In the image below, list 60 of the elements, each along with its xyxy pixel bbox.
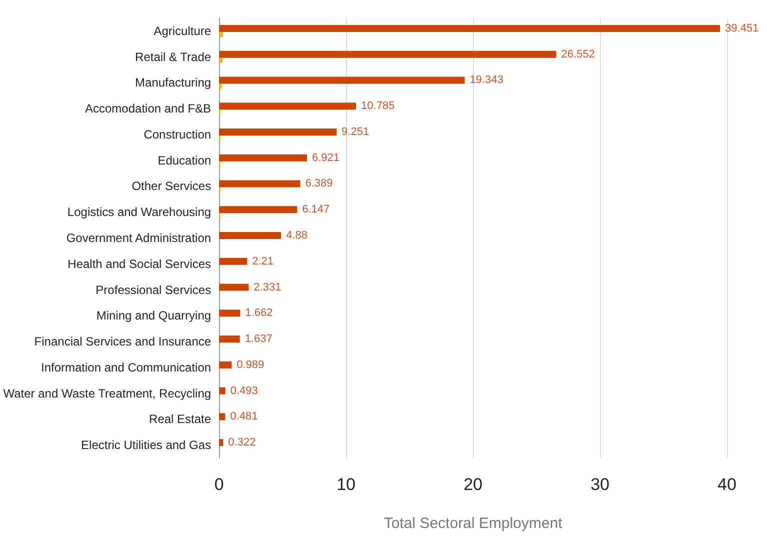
y-tick-label: Accomodation and F&B bbox=[84, 102, 212, 116]
data-label: 2.331 bbox=[254, 281, 282, 294]
bar bbox=[219, 284, 249, 291]
y-tick-label: Electric Utilities and Gas bbox=[81, 438, 212, 452]
bar bbox=[219, 258, 248, 265]
bar bbox=[219, 206, 298, 214]
bar bbox=[219, 336, 240, 343]
data-label: 39.451 bbox=[725, 22, 759, 34]
y-tick-label: Other Services bbox=[132, 179, 212, 194]
y-tick-label: Professional Services bbox=[96, 282, 212, 297]
data-label: 9.251 bbox=[342, 126, 370, 138]
bar bbox=[219, 128, 337, 136]
data-label: 4.88 bbox=[286, 230, 308, 242]
bar bbox=[219, 50, 556, 58]
data-label: 1.662 bbox=[245, 307, 273, 320]
x-tick-label: 10 bbox=[336, 475, 356, 494]
y-tick-label: Agriculture bbox=[154, 24, 212, 38]
bar bbox=[219, 32, 223, 37]
bar bbox=[219, 84, 222, 89]
y-tick-label: Manufacturing bbox=[135, 76, 212, 90]
y-tick-label: Government Administration bbox=[66, 231, 212, 245]
bar bbox=[219, 76, 465, 84]
data-label: 0.989 bbox=[236, 358, 264, 371]
y-tick-label: Retail & Trade bbox=[135, 50, 212, 64]
y-tick-label: Health and Social Services bbox=[68, 256, 212, 271]
y-tick-label: Real Estate bbox=[149, 412, 212, 426]
x-axis-title: Total Sectoral Employment bbox=[384, 515, 564, 532]
data-label: 1.637 bbox=[244, 333, 272, 346]
data-label: 10.785 bbox=[361, 100, 395, 112]
x-tick-label: 40 bbox=[718, 475, 736, 494]
data-label: 19.343 bbox=[470, 74, 504, 86]
y-tick-label: Water and Waste Treatment, Recycling bbox=[3, 386, 212, 400]
y-tick-label: Education bbox=[158, 153, 212, 168]
y-tick-label: Construction bbox=[144, 127, 212, 142]
y-tick-label: Logistics and Warehousing bbox=[67, 205, 212, 220]
x-tick-label: 20 bbox=[464, 475, 482, 494]
data-label: 26.552 bbox=[561, 48, 595, 60]
y-tick-label: Mining and Quarrying bbox=[96, 308, 212, 323]
y-tick-label: Information and Communication bbox=[40, 360, 212, 374]
data-label: 0.322 bbox=[228, 436, 256, 449]
x-tick-label: 30 bbox=[590, 475, 610, 494]
bar bbox=[219, 310, 240, 317]
data-label: 0.481 bbox=[230, 410, 258, 423]
data-label: 6.921 bbox=[312, 152, 340, 164]
bar bbox=[219, 387, 226, 394]
bar bbox=[219, 154, 307, 162]
bar bbox=[219, 439, 224, 446]
x-tick-label: 0 bbox=[214, 475, 224, 494]
bar bbox=[219, 58, 222, 63]
data-label: 0.493 bbox=[230, 384, 258, 397]
bar bbox=[219, 361, 232, 368]
data-label: 6.389 bbox=[305, 178, 333, 190]
bar bbox=[219, 413, 226, 420]
bar bbox=[219, 232, 282, 239]
bar bbox=[219, 102, 356, 110]
data-label: 2.21 bbox=[252, 255, 274, 268]
bar bbox=[219, 24, 720, 32]
data-label: 6.147 bbox=[302, 204, 330, 216]
bar bbox=[219, 180, 300, 188]
y-tick-label: Financial Services and Insurance bbox=[34, 334, 212, 349]
